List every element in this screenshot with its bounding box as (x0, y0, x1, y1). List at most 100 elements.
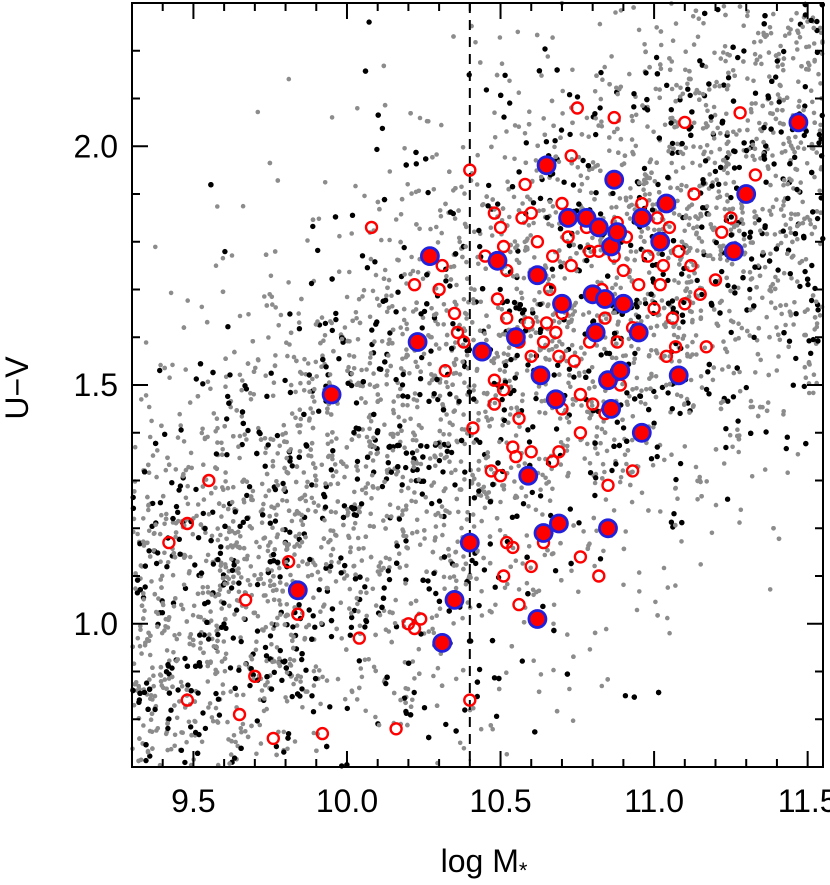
bg-point-black (501, 114, 507, 120)
bg-point-gray (178, 423, 183, 428)
bg-point-gray (301, 388, 307, 393)
bg-point-gray (678, 85, 683, 91)
bg-point-gray (280, 498, 285, 503)
bg-point-gray (362, 193, 367, 199)
bg-point-gray (310, 376, 315, 382)
bg-point-gray (667, 56, 672, 61)
bg-point-gray (536, 689, 542, 695)
bg-point-gray (513, 245, 518, 251)
bg-point-gray (560, 111, 565, 116)
bg-point-gray (761, 139, 766, 145)
bg-point-gray (646, 353, 652, 358)
bg-point-gray (291, 681, 296, 687)
bg-point-gray (461, 554, 466, 559)
bg-point-gray (605, 677, 610, 682)
bg-point-gray (627, 274, 632, 280)
bg-point-gray (760, 249, 766, 255)
bg-point-gray (225, 485, 231, 491)
open-circle-point (500, 263, 514, 278)
bg-point-black (751, 334, 757, 340)
bg-point-gray (713, 502, 719, 508)
bg-point-black (244, 515, 250, 521)
bg-point-gray (546, 479, 552, 485)
bg-point-black (725, 282, 731, 289)
bg-point-gray (303, 498, 309, 504)
bg-point-gray (384, 372, 390, 378)
bg-point-gray (359, 674, 365, 680)
bg-point-gray (805, 307, 810, 312)
bg-point-gray (373, 272, 379, 278)
bg-point-gray (397, 565, 403, 570)
bg-point-gray (604, 448, 610, 454)
bg-point-gray (187, 641, 193, 647)
bg-point-gray (514, 273, 520, 278)
bg-point-black (182, 655, 188, 662)
bg-point-gray (453, 585, 459, 591)
bg-point-gray (500, 423, 505, 428)
bg-point-gray (223, 374, 229, 380)
open-circle-point (616, 263, 631, 278)
bg-point-gray (631, 151, 636, 157)
bg-point-black (700, 205, 706, 211)
bg-point-gray (241, 545, 247, 551)
bg-point-black (185, 682, 191, 688)
bg-point-gray (489, 609, 494, 615)
bg-point-black (289, 693, 295, 700)
bg-point-black (677, 460, 684, 467)
bg-point-gray (297, 496, 303, 502)
bg-point-gray (636, 346, 641, 352)
bg-point-gray (589, 399, 594, 405)
bg-point-gray (648, 386, 653, 392)
bg-point-gray (454, 282, 459, 288)
bg-point-gray (770, 153, 775, 158)
bg-point-gray (775, 64, 781, 69)
bg-point-gray (353, 572, 358, 577)
bg-point-black (358, 501, 365, 507)
open-circle-point (662, 220, 677, 235)
bg-point-gray (770, 204, 776, 210)
bg-point-gray (569, 568, 574, 574)
bg-point-black (279, 677, 285, 683)
bg-point-gray (280, 432, 285, 437)
bg-point-gray (319, 364, 324, 370)
bg-point-gray (371, 371, 376, 376)
bg-point-black (283, 665, 289, 671)
bg-point-gray (723, 58, 728, 64)
bg-point-gray (141, 591, 146, 596)
bg-point-black (431, 570, 437, 576)
bg-point-gray (502, 585, 508, 591)
bg-point-gray (745, 118, 751, 123)
bg-point-gray (187, 400, 193, 405)
bg-point-gray (447, 575, 453, 580)
bg-point-black (426, 734, 432, 741)
bg-point-gray (219, 440, 224, 446)
bg-point-gray (788, 216, 794, 222)
bg-point-gray (394, 472, 399, 477)
bg-point-black (362, 624, 368, 630)
bg-point-gray (319, 462, 325, 468)
bg-point-gray (641, 178, 647, 183)
bg-point-gray (174, 715, 180, 721)
bg-point-black (400, 393, 406, 399)
bg-point-black (587, 470, 594, 476)
bg-point-black (230, 635, 236, 641)
bg-point-gray (231, 484, 236, 490)
bg-point-gray (433, 463, 438, 469)
bg-point-black (401, 695, 408, 701)
bg-point-gray (405, 722, 410, 728)
open-circle-point (687, 187, 701, 201)
bg-point-gray (817, 188, 822, 194)
bg-point-gray (639, 490, 645, 496)
bg-point-gray (251, 369, 257, 375)
bg-point-gray (403, 534, 409, 539)
bg-point-gray (802, 364, 808, 370)
bg-point-black (351, 607, 358, 614)
bg-point-black (593, 475, 599, 481)
bg-point-black (304, 443, 310, 449)
bg-point-gray (239, 729, 244, 735)
bg-point-gray (462, 380, 467, 386)
bg-point-black (447, 209, 454, 215)
bg-point-gray (710, 377, 716, 383)
bg-point-gray (163, 467, 169, 473)
bg-point-gray (299, 518, 304, 523)
